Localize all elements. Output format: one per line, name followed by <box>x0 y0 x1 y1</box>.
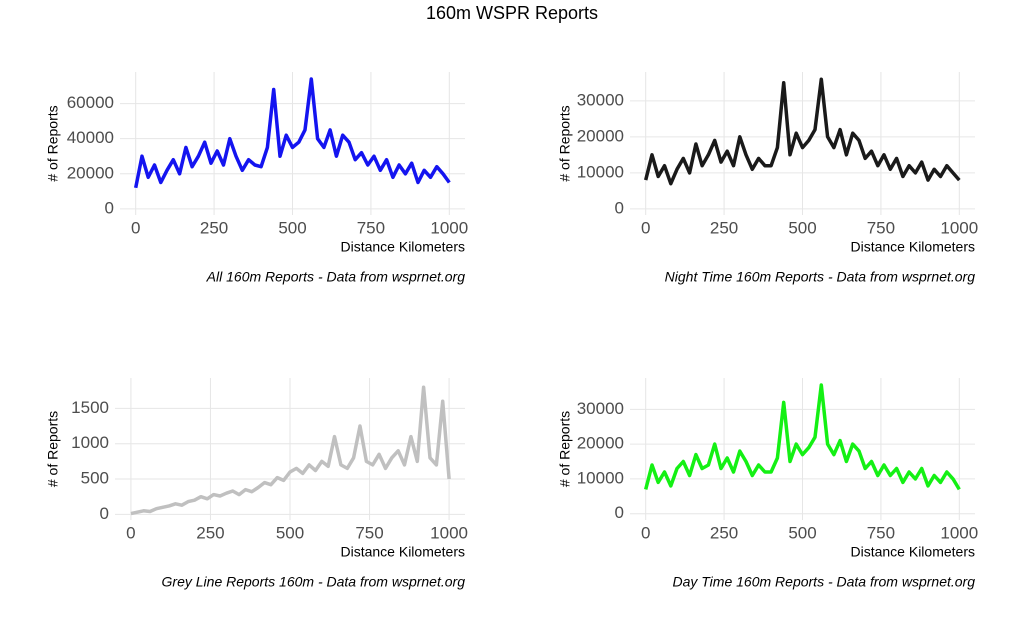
x-tick-label: 1000 <box>940 218 978 237</box>
y-axis-label: # of Reports <box>45 411 61 487</box>
y-tick-label: 0 <box>615 503 624 522</box>
y-tick-label: 40000 <box>67 128 114 147</box>
x-tick-label: 750 <box>867 218 895 237</box>
data-line <box>130 385 451 516</box>
y-tick-label: 10000 <box>577 468 624 487</box>
chart-caption: Day Time 160m Reports - Data from wsprne… <box>672 574 975 590</box>
y-tick-label: 0 <box>105 198 114 217</box>
y-tick-label: 20000 <box>577 434 624 453</box>
y-tick-label: 500 <box>81 469 109 488</box>
y-tick-label: 1500 <box>71 398 109 417</box>
x-tick-label: 1000 <box>430 218 468 237</box>
x-tick-label: 750 <box>867 523 895 542</box>
x-tick-label: 500 <box>788 218 816 237</box>
x-tick-label: 500 <box>788 523 816 542</box>
x-tick-label: 0 <box>131 218 140 237</box>
x-axis-label: Distance Kilometers <box>341 544 466 560</box>
y-tick-label: 1000 <box>71 433 109 452</box>
x-axis-label: Distance Kilometers <box>851 544 976 560</box>
x-axis-label: Distance Kilometers <box>851 239 976 255</box>
x-tick-label: 500 <box>276 523 304 542</box>
x-tick-label: 1000 <box>940 523 978 542</box>
y-tick-label: 0 <box>100 504 109 523</box>
y-tick-label: 0 <box>615 198 624 217</box>
y-axis-label: # of Reports <box>557 105 573 181</box>
x-axis-label: Distance Kilometers <box>341 239 466 255</box>
y-tick-label: 10000 <box>577 162 624 181</box>
data-line <box>133 77 451 189</box>
y-tick-label: 30000 <box>577 90 624 109</box>
x-tick-label: 250 <box>200 218 228 237</box>
chart-caption: Night Time 160m Reports - Data from wspr… <box>665 269 976 285</box>
x-tick-label: 500 <box>278 218 306 237</box>
chart-caption: All 160m Reports - Data from wsprnet.org <box>206 269 466 285</box>
x-tick-label: 0 <box>641 523 650 542</box>
y-tick-label: 20000 <box>577 126 624 145</box>
x-tick-label: 0 <box>126 523 135 542</box>
data-line <box>644 77 961 186</box>
y-tick-label: 60000 <box>67 93 114 112</box>
data-line <box>644 383 961 491</box>
x-tick-label: 750 <box>357 218 385 237</box>
page-title: 160m WSPR Reports <box>426 3 598 23</box>
y-tick-label: 20000 <box>67 163 114 182</box>
x-tick-label: 250 <box>710 523 738 542</box>
y-axis-label: # of Reports <box>45 105 61 181</box>
x-tick-label: 250 <box>710 218 738 237</box>
y-tick-label: 30000 <box>577 399 624 418</box>
x-tick-label: 750 <box>355 523 383 542</box>
x-tick-label: 0 <box>641 218 650 237</box>
y-axis-label: # of Reports <box>557 411 573 487</box>
chart-caption: Grey Line Reports 160m - Data from wsprn… <box>162 574 466 590</box>
x-tick-label: 1000 <box>430 523 468 542</box>
x-tick-label: 250 <box>196 523 224 542</box>
